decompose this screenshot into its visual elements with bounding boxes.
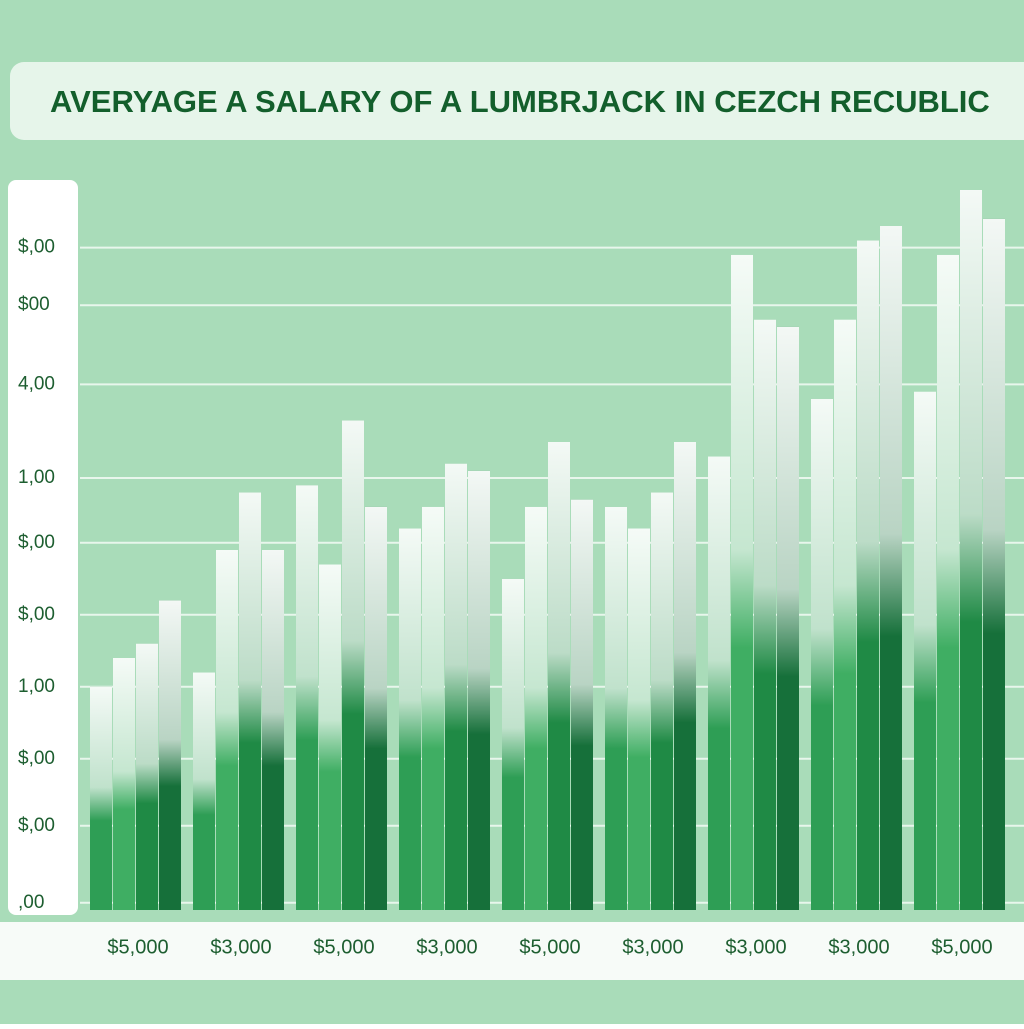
y-tick-label: ,00 [18, 892, 44, 913]
bar-highlight [90, 686, 112, 910]
bar-highlight [731, 254, 753, 911]
y-tick-label: 1,00 [18, 676, 55, 697]
bar-highlight [113, 658, 135, 910]
y-axis-panel [8, 180, 78, 915]
x-tick-label: $3,000 [828, 936, 889, 958]
x-tick-label: $3,000 [210, 936, 271, 958]
bar-highlight [834, 319, 856, 911]
y-tick-label: $00 [18, 294, 50, 315]
bar-highlight [960, 190, 982, 910]
bar-highlight [502, 578, 524, 910]
y-tick-label: $,00 [18, 237, 55, 258]
bar-highlight [628, 528, 650, 910]
bar-highlight [811, 398, 833, 910]
bar-highlight [605, 506, 627, 910]
bar-highlight [239, 492, 261, 910]
bar-highlight [674, 442, 696, 910]
x-tick-label: $3,000 [725, 936, 786, 958]
bar-highlight [262, 550, 284, 910]
y-tick-label: $,00 [18, 815, 55, 836]
y-tick-label: 1,00 [18, 467, 55, 488]
bar-highlight [216, 550, 238, 910]
bar-highlight [571, 499, 593, 910]
bar-highlight [159, 600, 181, 910]
x-tick-label: $5,000 [931, 936, 992, 958]
bar-highlight [399, 528, 421, 910]
y-tick-label: $,00 [18, 748, 55, 769]
bar-highlight [548, 442, 570, 910]
bar-highlight [754, 319, 776, 911]
x-tick-label: $5,000 [313, 936, 374, 958]
bar-highlight [857, 240, 879, 910]
y-tick-label: 4,00 [18, 373, 55, 394]
bar-highlight [136, 643, 158, 910]
chart-title: AVERYAGE A SALARY OF A LUMBRJACK IN CEZC… [50, 84, 990, 119]
x-tick-label: $5,000 [107, 936, 168, 958]
bar-highlight [422, 506, 444, 910]
bar-highlight [525, 506, 547, 910]
x-tick-label: $3,000 [416, 936, 477, 958]
x-tick-label: $5,000 [519, 936, 580, 958]
bar-highlight [193, 672, 215, 910]
y-tick-label: $,00 [18, 604, 55, 625]
bar-highlight [365, 506, 387, 910]
bar-highlight [708, 456, 730, 910]
bar-highlight [880, 226, 902, 910]
x-tick-label: $3,000 [622, 936, 683, 958]
plot: ,00 $,00 $,00 1,00 $,00 $,00 1,00 4,00 $00 $,00 $5… [18, 190, 1024, 958]
y-tick-label: $,00 [18, 532, 55, 553]
bar-highlight [296, 485, 318, 910]
x-axis-panel [0, 922, 1024, 980]
bar-highlight [777, 326, 799, 910]
bar-highlight [983, 218, 1005, 911]
bar-highlight [468, 470, 490, 910]
bar-highlight [651, 492, 673, 910]
bar-highlight [445, 463, 467, 910]
bar-highlight [937, 254, 959, 911]
bar-highlight [914, 391, 936, 911]
bar-highlight [342, 420, 364, 910]
bar-highlight [319, 564, 341, 910]
title-box [10, 62, 1024, 140]
